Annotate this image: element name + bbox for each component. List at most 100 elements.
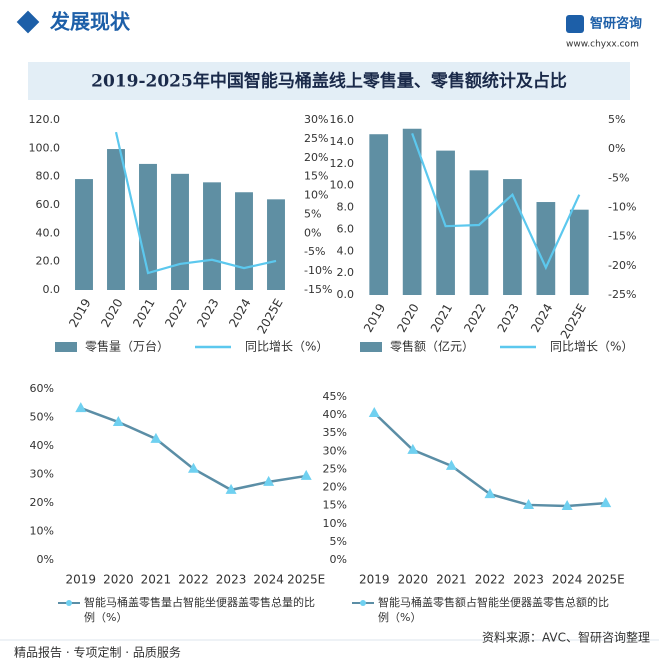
- x-tick-label: 2023: [513, 573, 544, 587]
- y2-tick-label: 20%: [304, 151, 328, 164]
- x-tick-label: 2019: [66, 296, 93, 329]
- footer-source: 资料来源：AVC、智研咨询整理: [482, 630, 650, 645]
- x-tick-label: 2021: [428, 301, 455, 334]
- marker: [407, 443, 419, 454]
- y-tick-label: 40%: [30, 439, 54, 452]
- y-tick-label: 20.0: [36, 255, 61, 268]
- y-tick-label: 12.0: [330, 157, 355, 170]
- marker: [188, 462, 199, 473]
- y-tick-label: 14.0: [330, 135, 355, 148]
- header-icon: [16, 10, 40, 34]
- y2-tick-label: -20%: [608, 259, 636, 272]
- x-tick-label: 2023: [194, 296, 221, 329]
- x-tick-label: 2021: [130, 296, 157, 329]
- y2-tick-label: -5%: [304, 245, 325, 258]
- y2-tick-label: -25%: [608, 288, 636, 301]
- y-tick-label: 0.0: [43, 283, 61, 296]
- y-tick-label: 0.0: [337, 288, 355, 301]
- y-tick-label: 16.0: [330, 113, 355, 126]
- legend-marker: [66, 600, 72, 606]
- y-tick-label: 60.0: [36, 198, 61, 211]
- y-tick-label: 6.0: [337, 222, 355, 235]
- y-tick-label: 50%: [30, 411, 54, 424]
- y2-tick-label: -5%: [608, 171, 629, 184]
- marker: [445, 459, 457, 470]
- y-tick-label: 0%: [37, 553, 54, 566]
- y2-tick-label: 30%: [304, 113, 328, 126]
- y2-tick-label: 0%: [608, 142, 625, 155]
- legend-label: 智能马桶盖零售额占智能坐便器盖零售总额的比例（%）: [378, 596, 609, 624]
- legend-label: 零售量（万台）: [85, 339, 169, 354]
- marker: [523, 498, 535, 509]
- x-tick-label: 2022: [461, 301, 488, 334]
- x-tick-label: 2023: [495, 301, 522, 334]
- y2-tick-label: -15%: [304, 283, 332, 296]
- logo-icon: [566, 15, 584, 33]
- x-tick-label: 2020: [98, 296, 125, 329]
- legend-label: 同比增长（%）: [550, 340, 633, 354]
- bar: [203, 182, 221, 290]
- title-banner: [28, 62, 630, 100]
- brand: 智研咨询: [590, 16, 642, 32]
- y-tick-label: 120.0: [29, 113, 61, 126]
- x-tick-label: 2025E: [587, 573, 625, 587]
- x-tick-label: 2020: [398, 573, 429, 587]
- bar: [569, 209, 589, 295]
- marker: [368, 406, 380, 417]
- y-tick-label: 45%: [323, 390, 347, 403]
- marker: [561, 500, 573, 511]
- y-tick-label: 20%: [323, 481, 347, 494]
- bar: [75, 179, 93, 290]
- marker: [484, 488, 496, 499]
- x-tick-label: 2021: [436, 573, 467, 587]
- x-tick-label: 2020: [394, 301, 421, 334]
- y2-tick-label: -10%: [608, 201, 636, 214]
- y-tick-label: 30%: [323, 444, 347, 457]
- bar: [267, 199, 285, 290]
- bar: [171, 173, 189, 290]
- x-tick-label: 2021: [141, 573, 172, 587]
- x-tick-label: 2024: [253, 573, 284, 587]
- y-tick-label: 10%: [30, 525, 54, 538]
- y-tick-label: 0%: [330, 553, 347, 566]
- legend-swatch: [55, 342, 77, 352]
- y-tick-label: 40%: [323, 408, 347, 421]
- footer-slogan: 精品报告 · 专项定制 · 品质服务: [14, 645, 181, 660]
- marker: [225, 483, 237, 494]
- line: [80, 406, 307, 492]
- y-tick-label: 80.0: [36, 170, 61, 183]
- y-tick-label: 20%: [30, 496, 54, 509]
- y-tick-label: 4.0: [337, 244, 355, 257]
- marker: [263, 475, 275, 486]
- legend-label: 零售额（亿元）: [390, 339, 474, 354]
- x-tick-label: 2025E: [287, 573, 325, 587]
- bar: [503, 179, 522, 295]
- y-tick-label: 8.0: [337, 201, 355, 214]
- y-tick-label: 10.0: [330, 179, 355, 192]
- chart-title: 2019-2025年中国智能马桶盖线上零售量、零售额统计及占比: [91, 71, 567, 92]
- y-tick-label: 2.0: [337, 266, 355, 279]
- bar: [235, 192, 253, 290]
- section-title: 发展现状: [49, 10, 131, 34]
- x-tick-label: 2024: [528, 301, 555, 334]
- y2-tick-label: 10%: [304, 189, 328, 202]
- y-tick-label: 10%: [323, 517, 347, 530]
- y2-tick-label: 5%: [608, 113, 625, 126]
- legend-marker: [360, 600, 366, 606]
- y2-tick-label: -10%: [304, 264, 332, 277]
- legend-label: 智能马桶盖零售量占智能坐便器盖零售总量的比例（%）: [84, 596, 315, 624]
- bar: [536, 202, 556, 295]
- y2-tick-label: 0%: [304, 226, 321, 239]
- bar: [436, 150, 455, 295]
- y2-tick-label: 15%: [304, 170, 328, 183]
- y2-tick-label: 5%: [304, 207, 321, 220]
- marker: [150, 432, 162, 443]
- x-tick-label: 2022: [178, 573, 209, 587]
- line: [114, 131, 277, 275]
- y-tick-label: 15%: [323, 499, 347, 512]
- x-tick-label: 2019: [66, 573, 97, 587]
- x-tick-label: 2025E: [558, 301, 589, 341]
- y-tick-label: 40.0: [36, 226, 61, 239]
- y-tick-label: 30%: [30, 468, 54, 481]
